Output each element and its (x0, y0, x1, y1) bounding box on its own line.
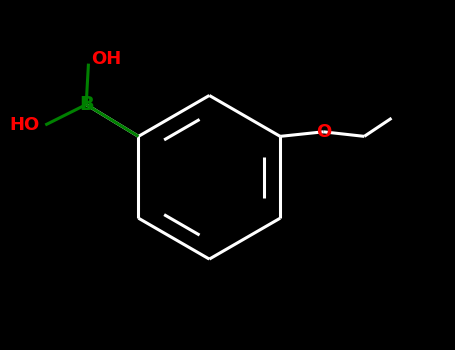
Text: B: B (79, 95, 94, 114)
Text: O: O (316, 123, 331, 141)
Text: HO: HO (10, 116, 40, 134)
Text: OH: OH (91, 50, 122, 68)
